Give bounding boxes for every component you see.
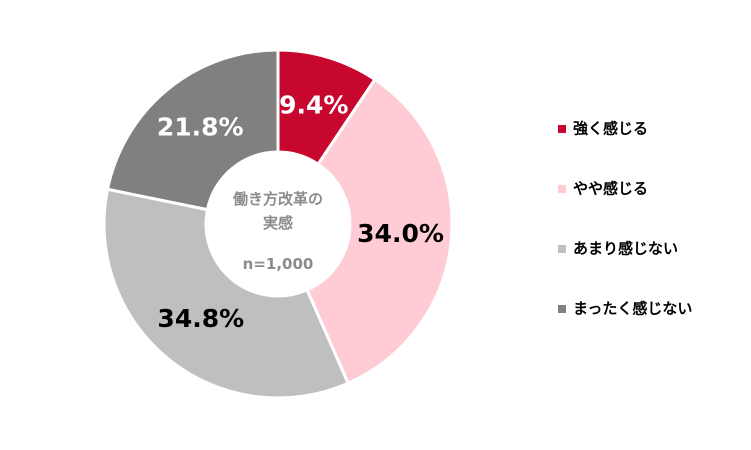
slice (105, 48, 280, 212)
legend-label: やや感じる (573, 180, 648, 198)
slice (305, 77, 454, 386)
value-label: 34.8% (157, 304, 244, 333)
center-title: 働き方改革の実感 (232, 190, 323, 232)
legend-label: まったく感じない (573, 300, 692, 318)
legend-swatch (558, 185, 566, 193)
value-label: 34.0% (357, 219, 444, 248)
value-label: 9.4% (279, 90, 348, 119)
legend-swatch (558, 125, 566, 133)
legend-label: 強く感じる (573, 120, 648, 138)
legend-label: あまり感じない (573, 240, 678, 258)
value-label: 21.8% (157, 113, 244, 142)
slice (102, 187, 351, 400)
legend-swatch (558, 305, 566, 313)
center-note: n=1,000 (242, 255, 314, 273)
legend-swatch (558, 245, 566, 253)
